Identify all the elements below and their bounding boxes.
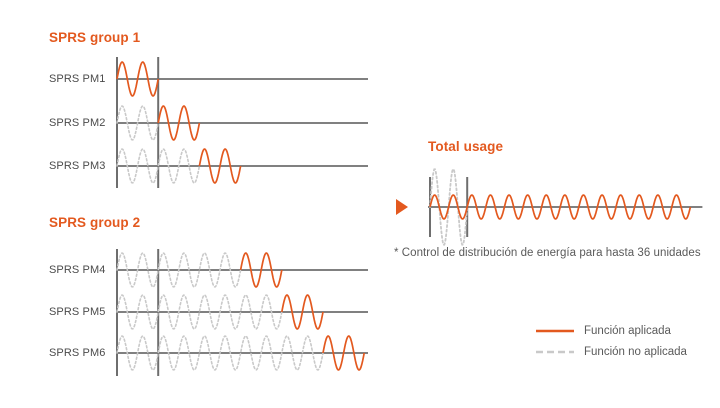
legend-label-no-aplicada: Función no aplicada — [584, 345, 687, 358]
wave-not-applied-sprs-pm3 — [116, 148, 201, 184]
wave-applied-sprs-pm1 — [116, 61, 160, 97]
row-label-sprs-pm3: SPRS PM3 — [49, 160, 106, 172]
wave-applied-total-usage — [429, 194, 692, 220]
wave-applied-sprs-pm2 — [157, 105, 201, 141]
row-label-sprs-pm2: SPRS PM2 — [49, 117, 106, 129]
group-1-title: SPRS group 1 — [49, 30, 141, 45]
total-usage-title: Total usage — [428, 139, 504, 154]
row-label-sprs-pm6: SPRS PM6 — [49, 347, 106, 359]
wave-not-applied-sprs-pm4 — [116, 252, 242, 288]
footnote-text: * Control de distribución de energía par… — [394, 247, 701, 259]
legend-swatch-solid — [536, 326, 574, 336]
legend: Función aplicada Función no aplicada — [536, 320, 716, 362]
wave-not-applied-sprs-pm5 — [116, 294, 283, 330]
play-triangle-icon — [396, 199, 408, 215]
row-label-sprs-pm1: SPRS PM1 — [49, 73, 106, 85]
row-label-sprs-pm5: SPRS PM5 — [49, 306, 106, 318]
wave-applied-sprs-pm5 — [280, 294, 324, 330]
legend-item-no-aplicada: Función no aplicada — [536, 341, 716, 362]
row-label-sprs-pm4: SPRS PM4 — [49, 264, 106, 276]
legend-item-aplicada: Función aplicada — [536, 320, 716, 341]
wave-applied-sprs-pm3 — [198, 148, 242, 184]
wave-not-applied-sprs-pm2 — [116, 105, 159, 141]
group-2-title: SPRS group 2 — [49, 215, 141, 230]
wave-applied-sprs-pm6 — [322, 335, 366, 371]
wave-not-applied-sprs-pm6 — [116, 335, 324, 371]
legend-label-aplicada: Función aplicada — [584, 324, 671, 337]
legend-swatch-dashed — [536, 347, 574, 357]
wave-applied-sprs-pm4 — [239, 252, 283, 288]
